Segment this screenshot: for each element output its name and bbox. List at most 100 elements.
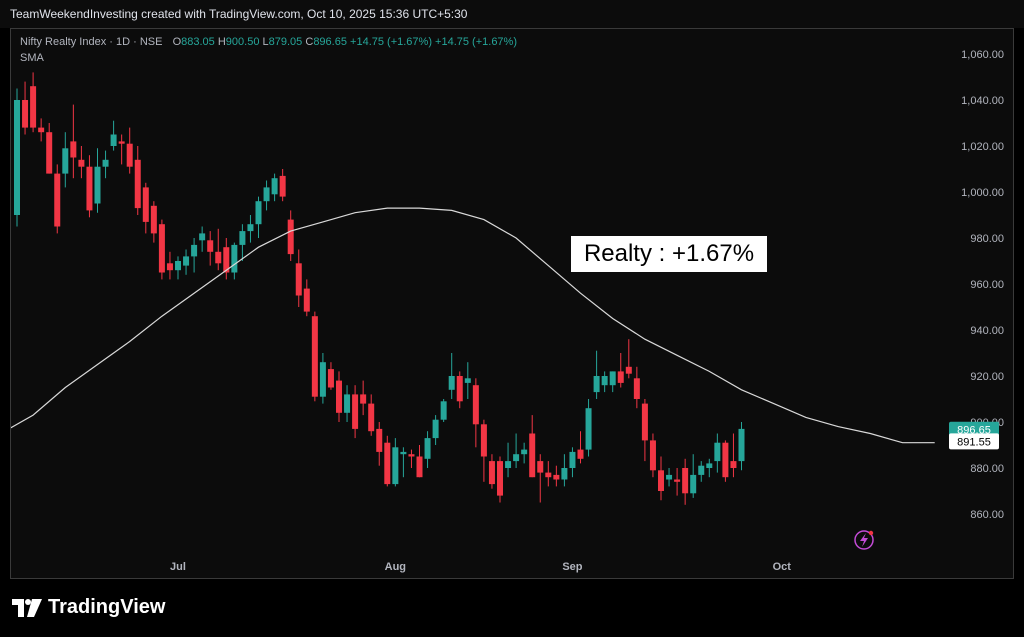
y-tick-label: 1,040.00 [961,95,1004,107]
candle-down [649,440,656,471]
sma-line[interactable] [0,207,935,444]
candle-down [118,141,125,144]
low-value: 879.05 [268,36,303,48]
candle-up [448,376,455,390]
candle-down [368,403,375,432]
candle-up [62,148,69,174]
candle-down [279,175,286,197]
tradingview-footer[interactable]: TradingView [12,596,165,619]
candle-up [175,261,181,271]
open-value: 883.05 [181,36,215,48]
candle-down [488,461,495,485]
candle-down [497,461,503,496]
candle-up [94,166,101,204]
y-tick-label: 960.00 [970,279,1004,291]
candle-down [46,132,53,174]
candle-down [223,247,230,273]
candle-up [424,438,431,459]
y-tick-label: 860.00 [970,509,1004,521]
candle-up [609,371,616,386]
candle-down [360,394,367,404]
symbol-name[interactable]: Nifty Realty Index · 1D · NSE [20,36,163,48]
chart-panel[interactable] [10,28,1014,579]
candle-down [134,159,141,209]
attribution-bar: TeamWeekendInvesting created with Tradin… [0,0,1024,28]
brand-name: TradingView [48,596,166,618]
candle-up [14,100,20,215]
candle-down [207,240,214,252]
candle-down [722,442,729,478]
y-tick-label: 1,020.00 [961,141,1004,153]
y-tick-label: 980.00 [970,233,1004,245]
candle-up [513,454,520,462]
candle-up [706,463,713,468]
y-tick-label: 940.00 [970,325,1004,337]
candle-down [730,461,737,468]
candle-down [30,86,37,128]
candle-up [102,159,109,167]
candle-up [110,134,117,146]
candle-down [529,433,536,478]
candle-up [738,428,745,462]
candle-up [392,447,399,485]
candle-down [456,376,463,402]
sma-indicator-label[interactable]: SMA [20,52,44,64]
candle-up [400,451,407,455]
candle-down [472,385,479,425]
candle-down [553,474,560,480]
candles-group [0,72,935,505]
high-label: H [217,36,226,48]
y-tick-label: 1,000.00 [961,187,1004,199]
lightning-bolt-icon [860,533,868,547]
close-value: 896.65 [313,36,347,48]
candle-up [255,201,262,225]
y-tick-label: 1,060.00 [961,49,1004,61]
candle-down [682,468,689,494]
candle-up [561,468,568,480]
candle-up [569,451,576,468]
low-label: L [262,36,269,48]
candle-up [585,408,592,450]
candle-down [287,219,294,255]
candle-down [295,263,302,296]
candle-up [183,256,190,266]
sma-price-label: 891.55 [957,436,991,448]
candle-up [666,474,673,480]
candle-up [521,449,528,455]
candle-down [376,428,383,452]
lightning-icon[interactable] [854,530,874,550]
candle-up [698,465,705,475]
candle-down [142,187,149,222]
candle-down [408,454,415,457]
candle-down [327,369,334,388]
candle-down [352,394,359,429]
x-tick-label: Sep [562,561,582,573]
symbol-legend: Nifty Realty Index · 1D · NSE O883.05 H9… [20,36,517,48]
sma-price-tag [949,433,999,450]
candle-up [191,244,198,257]
candle-down [126,143,133,167]
close-label: C [305,36,314,48]
candle-down [166,263,173,271]
candle-down [545,472,552,478]
realty-annotation: Realty : +1.67% [571,236,767,272]
candle-down [674,479,681,482]
candle-down [641,403,648,441]
candle-down [617,371,624,383]
candle-down [416,456,423,478]
candle-down [625,366,632,374]
candle-up [690,474,697,494]
candle-down [577,449,584,459]
alert-dot-icon [868,530,874,536]
candle-down [22,100,29,128]
candle-down [78,159,85,167]
candle-up [593,376,600,393]
candle-down [384,442,391,485]
high-value: 900.50 [225,36,260,48]
change-value-2: +14.75 (+1.67%) [435,36,517,48]
candle-up [247,224,254,232]
candle-up [440,401,447,420]
candle-up [505,461,512,468]
candle-up [344,394,351,413]
